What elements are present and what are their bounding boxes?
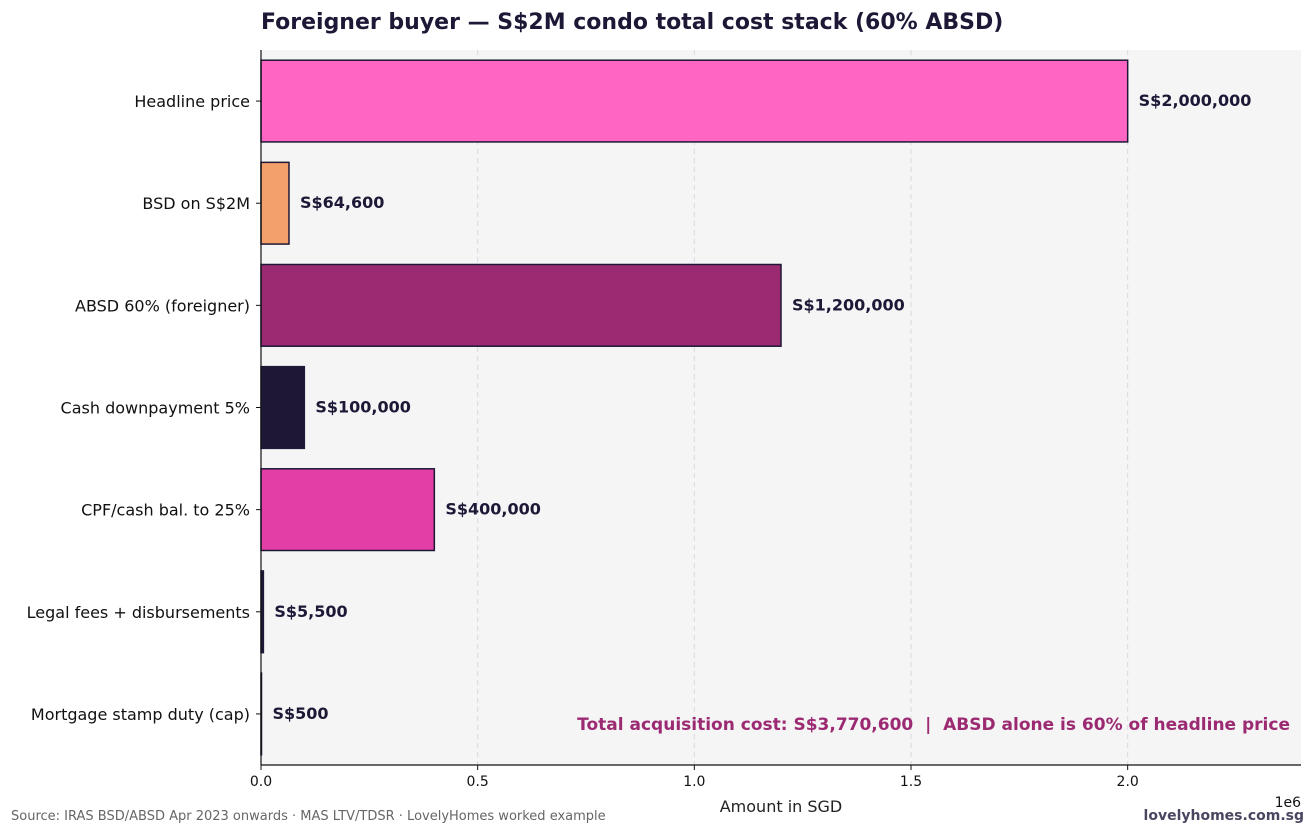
value-label: S$500 — [273, 704, 329, 723]
chart-title: Foreigner buyer — S$2M condo total cost … — [261, 10, 1003, 35]
bar — [260, 263, 782, 347]
bar — [260, 161, 290, 245]
value-label: S$5,500 — [274, 602, 347, 621]
category-label: Headline price — [134, 92, 250, 111]
category-label: BSD on S$2M — [142, 194, 250, 213]
x-tick-label: 2.0 — [1117, 774, 1139, 790]
bar — [260, 365, 306, 450]
x-tick-label: 1.0 — [683, 774, 705, 790]
category-labels: Headline price BSD on S$2M ABSD 60% (forei… — [27, 92, 261, 724]
x-offset-label: 1e6 — [1275, 795, 1302, 811]
category-label: ABSD 60% (foreigner) — [75, 296, 250, 315]
category-label: Cash downpayment 5% — [61, 399, 250, 418]
x-ticks: 0.0 0.5 1.0 1.5 2.0 — [250, 765, 1139, 790]
category-label: CPF/cash bal. to 25% — [81, 501, 250, 520]
total-annotation: Total acquisition cost: S$3,770,600 | AB… — [577, 715, 1290, 735]
bars — [260, 59, 1129, 756]
x-tick-label: 0.5 — [467, 774, 489, 790]
value-label: S$1,200,000 — [792, 295, 905, 314]
value-labels: S$2,000,000 S$64,600 S$1,200,000 S$100,000 S… — [273, 91, 1252, 723]
value-label: S$400,000 — [445, 500, 541, 519]
plot-background — [261, 50, 1301, 765]
value-label: S$100,000 — [315, 398, 411, 417]
grid-lines — [477, 50, 1129, 765]
source-note: Source: IRAS BSD/ABSD Apr 2023 onwards ·… — [11, 809, 606, 824]
category-label: Mortgage stamp duty (cap) — [31, 705, 250, 724]
bar — [260, 59, 1129, 143]
category-label: Legal fees + disbursements — [27, 603, 250, 622]
brand-watermark: lovelyhomes.com.sg — [1144, 808, 1304, 824]
x-axis-label: Amount in SGD — [720, 797, 843, 816]
value-label: S$2,000,000 — [1139, 91, 1252, 110]
bar — [260, 468, 436, 552]
x-tick-label: 0.0 — [250, 774, 272, 790]
x-tick-label: 1.5 — [900, 774, 922, 790]
value-label: S$64,600 — [300, 193, 384, 212]
